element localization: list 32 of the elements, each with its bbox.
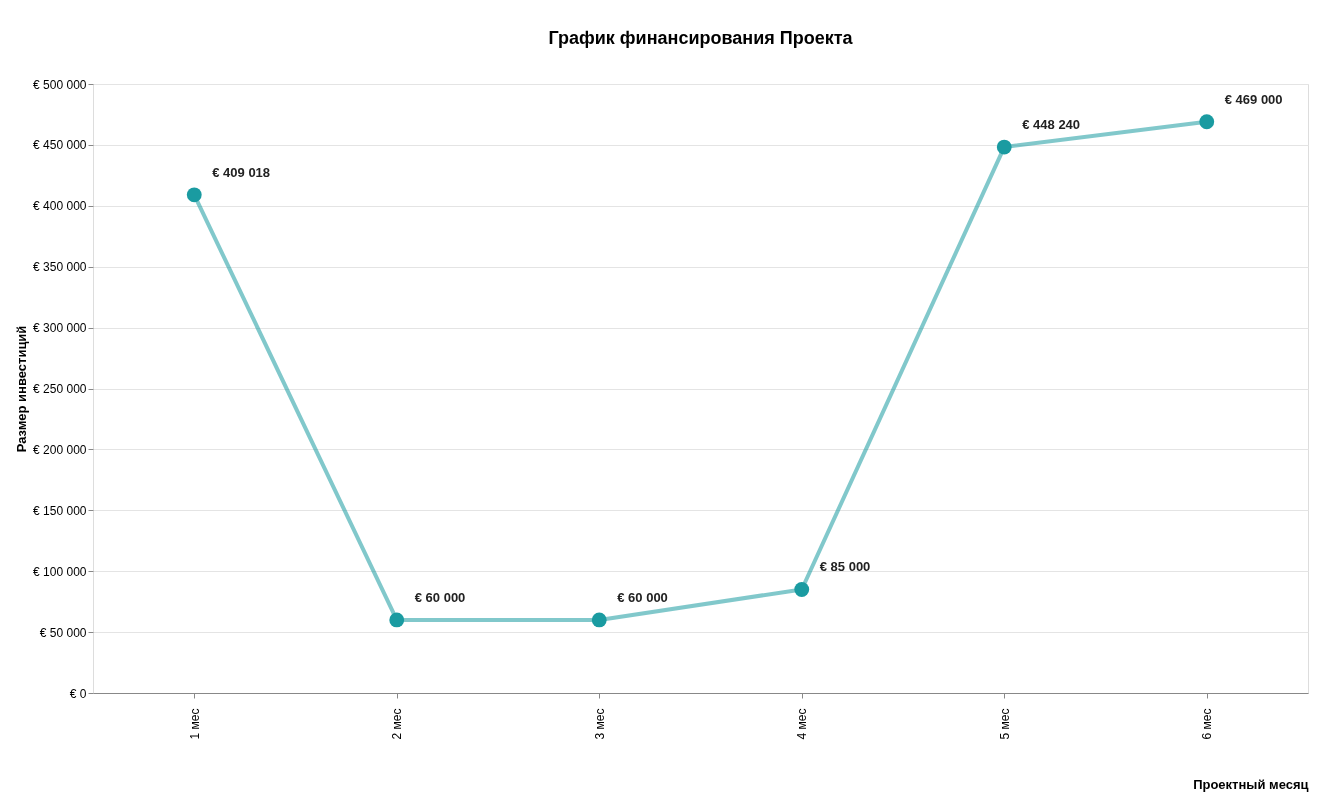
y-tick-label: € 100 000 — [33, 564, 87, 579]
y-tick-label: € 450 000 — [33, 138, 87, 153]
x-tick-label: 1 мес — [187, 708, 202, 740]
y-tick-label: € 300 000 — [33, 321, 87, 336]
point — [996, 139, 1012, 155]
x-tick-label: 3 мес — [592, 708, 607, 740]
point — [186, 187, 202, 203]
point — [1199, 114, 1215, 130]
y-tick-label: € 400 000 — [33, 199, 87, 214]
data-label: € 448 240 — [1022, 117, 1081, 133]
x-tick-label: 2 мес — [390, 708, 405, 740]
x-tick-label: 6 мес — [1200, 708, 1215, 740]
chart-title: График финансирования Проекта — [548, 28, 854, 48]
y-tick-label: € 50 000 — [39, 625, 87, 640]
data-label: € 85 000 — [819, 559, 871, 575]
y-tick-label: € 150 000 — [33, 503, 87, 518]
y-tick-label: € 250 000 — [33, 382, 87, 396]
point — [794, 582, 810, 597]
x-tick-label: 4 мес — [795, 708, 810, 740]
x-axis-title: Проектный месяц — [1193, 777, 1309, 793]
data-label: € 469 000 — [1224, 91, 1283, 107]
point — [591, 612, 607, 628]
data-label: € 409 018 — [212, 164, 271, 180]
data-label: € 60 000 — [617, 589, 668, 605]
y-axis-title: Размер инвестиций — [14, 325, 30, 453]
y-tick-label: € 200 000 — [33, 442, 87, 457]
data-label: € 60 000 — [414, 589, 466, 605]
y-tick-label: € 500 000 — [33, 77, 87, 92]
y-tick-label: € 0 — [69, 686, 87, 701]
x-tick-label: 5 мес — [997, 708, 1012, 740]
point — [389, 612, 405, 628]
y-tick-label: € 350 000 — [33, 260, 87, 275]
